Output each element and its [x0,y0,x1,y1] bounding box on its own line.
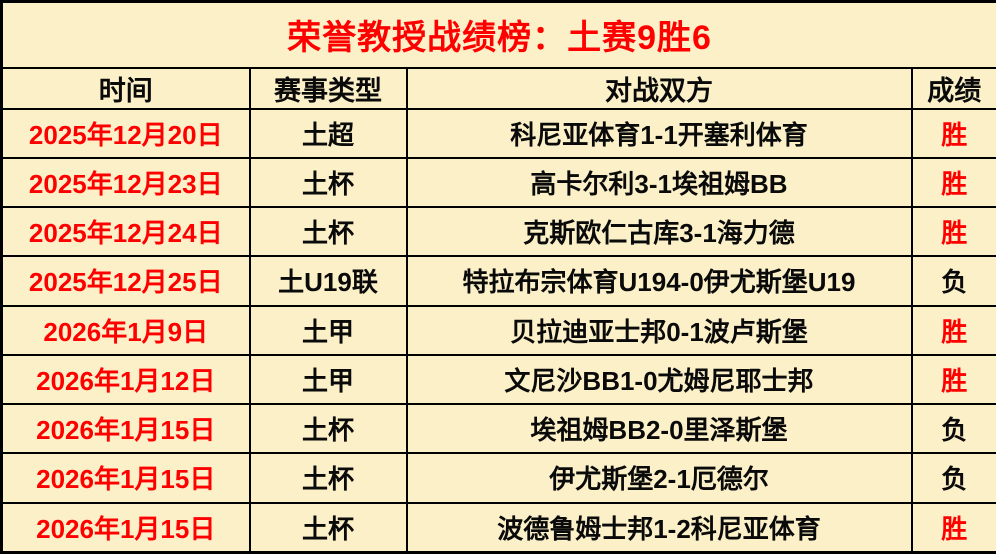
matchup-cell: 波德鲁姆士邦1-2科尼亚体育 [405,501,913,554]
competition-type-cell: 土杯 [248,501,408,554]
date-cell: 2026年1月12日 [0,353,251,406]
header-result: 成绩 [910,66,996,110]
table-head: 荣誉教授战绩榜：土赛9胜6 时间 赛事类型 对战双方 成绩 [0,0,996,110]
table-row: 2025年12月25日 土U19联 特拉布宗体育U194-0伊尤斯堡U19 负 [0,255,996,307]
result-cell: 负 [910,402,996,455]
table-row: 2026年1月15日 土杯 伊尤斯堡2-1厄德尔负 [0,452,996,504]
matchup-cell: 埃祖姆BB2-0里泽斯堡 [405,402,913,455]
matchup-cell: 贝拉迪亚士邦0-1波卢斯堡 [405,304,913,356]
matchup-cell: 特拉布宗体育U194-0伊尤斯堡U19 [405,255,913,307]
date-cell: 2026年1月15日 [0,402,251,455]
date-cell: 2026年1月15日 [0,452,251,504]
result-cell: 胜 [910,353,996,406]
table-title: 荣誉教授战绩榜：土赛9胜6 [0,0,996,69]
table-row: 2025年12月23日 土杯 高卡尔利3-1埃祖姆BB 胜 [0,156,996,209]
result-cell: 胜 [910,501,996,554]
date-cell: 2025年12月25日 [0,255,251,307]
result-cell: 负 [910,452,996,504]
date-cell: 2025年12月20日 [0,107,251,159]
matchup-cell: 克斯欧仁古库3-1海力德 [405,205,913,258]
header-time: 时间 [0,66,251,110]
date-cell: 2025年12月23日 [0,156,251,209]
competition-type-cell: 土杯 [248,402,408,455]
competition-type-cell: 土杯 [248,452,408,504]
table-row: 2026年1月15日 土杯 埃祖姆BB2-0里泽斯堡负 [0,402,996,455]
header-competition-type: 赛事类型 [248,66,408,110]
competition-type-cell: 土U19联 [248,255,408,307]
matchup-cell: 伊尤斯堡2-1厄德尔 [405,452,913,504]
competition-type-cell: 土杯 [248,156,408,209]
result-cell: 胜 [910,156,996,209]
matchup-cell: 科尼亚体育1-1开塞利体育 [405,107,913,159]
date-cell: 2025年12月24日 [0,205,251,258]
table-row: 2026年1月9日 土甲 贝拉迪亚士邦0-1波卢斯堡胜 [0,304,996,356]
date-cell: 2026年1月15日 [0,501,251,554]
table-row: 2026年1月12日 土甲 文尼沙BB1-0尤姆尼耶士邦胜 [0,353,996,406]
header-matchup: 对战双方 [405,66,913,110]
table-body: 2025年12月20日 土超 科尼亚体育1-1开塞利体育胜 2025年12月23日 土杯… [0,107,996,554]
competition-type-cell: 土甲 [248,304,408,356]
table-row: 2026年1月15日 土杯 波德鲁姆士邦1-2科尼亚体育胜 [0,501,996,554]
result-cell: 胜 [910,304,996,356]
header-row: 时间 赛事类型 对战双方 成绩 [0,66,996,110]
title-row: 荣誉教授战绩榜：土赛9胜6 [0,0,996,69]
date-cell: 2026年1月9日 [0,304,251,356]
table-row: 2025年12月24日 土杯 克斯欧仁古库3-1海力德胜 [0,205,996,258]
result-cell: 胜 [910,205,996,258]
table-row: 2025年12月20日 土超 科尼亚体育1-1开塞利体育胜 [0,107,996,159]
competition-type-cell: 土甲 [248,353,408,406]
result-cell: 胜 [910,107,996,159]
matchup-cell: 文尼沙BB1-0尤姆尼耶士邦 [405,353,913,406]
result-cell: 负 [910,255,996,307]
competition-type-cell: 土杯 [248,205,408,258]
matchup-cell: 高卡尔利3-1埃祖姆BB [405,156,913,209]
competition-type-cell: 土超 [248,107,408,159]
